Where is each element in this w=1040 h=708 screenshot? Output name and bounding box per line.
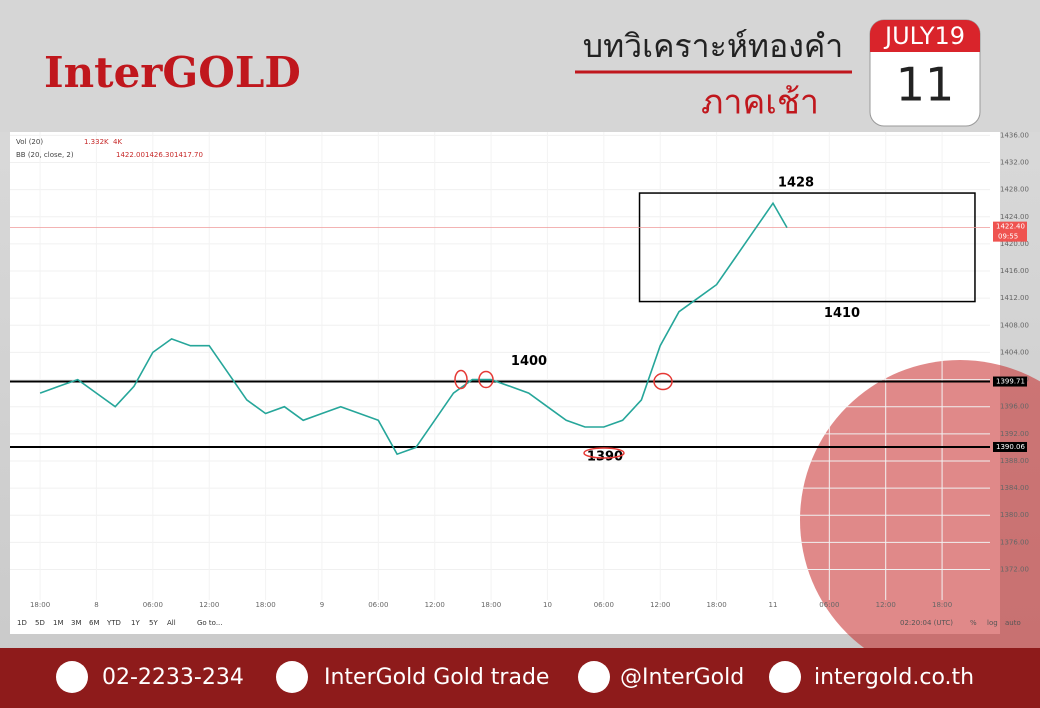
y-tick-label: 1408.00	[1000, 321, 1029, 329]
globe	[800, 360, 1040, 680]
toolbar-button[interactable]: 1M	[53, 619, 64, 627]
toolbar-button[interactable]: 1Y	[131, 619, 140, 627]
phone-icon	[56, 661, 88, 693]
calendar-top	[870, 20, 980, 52]
toolbar-button[interactable]: 3M	[71, 619, 82, 627]
annotation: 1410	[824, 306, 860, 321]
highlight-circle	[653, 372, 673, 391]
indicator-value: 1.332K	[84, 138, 109, 146]
toolbar-button[interactable]: 5D	[35, 619, 45, 627]
toolbar-button[interactable]: Go to...	[197, 619, 223, 627]
price-tag	[993, 221, 1027, 242]
x-tick-label: 06:00	[143, 601, 163, 609]
subtitle: ภาคเช้า	[701, 83, 819, 123]
web-icon	[769, 661, 801, 693]
indicator-value: 4K	[113, 138, 122, 146]
countdown: 09:55	[998, 233, 1018, 241]
calendar-day: 11	[896, 58, 955, 112]
highlight-circle	[583, 447, 625, 459]
x-tick-label: 18:00	[255, 601, 275, 609]
indicator-name: Vol (20)	[16, 138, 43, 146]
annotation: 1390	[587, 449, 623, 464]
facebook-icon	[276, 661, 308, 693]
x-tick-label: 18:00	[481, 601, 501, 609]
footer-bg	[0, 648, 1040, 708]
indicator-name: BB (20, close, 2)	[16, 151, 74, 159]
highlight-circle	[454, 369, 468, 390]
y-tick-label: 1424.00	[1000, 213, 1029, 221]
x-tick-label: 8	[94, 601, 98, 609]
header-bg	[0, 0, 1040, 132]
x-tick-label: 12:00	[650, 601, 670, 609]
annotation: 1428	[778, 176, 814, 191]
indicator-value: 1422.00	[116, 151, 145, 159]
y-tick-label: 1392.00	[1000, 430, 1029, 438]
title: บทวิเคราะห์ทองคำ	[583, 27, 843, 65]
highlight-circle	[478, 370, 494, 389]
x-tick-label: 12:00	[876, 601, 896, 609]
y-tick-label: 1380.00	[1000, 511, 1029, 519]
x-tick-label: 06:00	[594, 601, 614, 609]
y-tick-label: 1412.00	[1000, 294, 1029, 302]
toolbar-button[interactable]: 5Y	[149, 619, 158, 627]
price-line-series	[39, 201, 788, 456]
footer-facebook: InterGold Gold trade	[324, 665, 549, 690]
y-tick-label: 1436.00	[1000, 131, 1029, 139]
level-tag	[993, 441, 1027, 452]
price-label: 1422.40	[996, 223, 1025, 231]
x-tick-label: 18:00	[30, 601, 50, 609]
x-tick-label: 12:00	[425, 601, 445, 609]
x-tick-label: 06:00	[368, 601, 388, 609]
level-label: 1399.71	[996, 378, 1025, 386]
x-tick-label: 12:00	[199, 601, 219, 609]
y-tick-label: 1376.00	[1000, 538, 1029, 546]
footer-line: @InterGold	[620, 665, 744, 690]
annotation: 1400	[511, 354, 547, 369]
toolbar-button[interactable]: All	[167, 619, 176, 627]
y-tick-label: 1416.00	[1000, 267, 1029, 275]
footer-website: intergold.co.th	[814, 665, 974, 690]
toolbar-button[interactable]: YTD	[106, 619, 121, 627]
x-tick-label: 9	[320, 601, 324, 609]
target-box	[638, 192, 976, 303]
y-tick-label: 1432.00	[1000, 159, 1029, 167]
status-text: auto	[1005, 619, 1021, 627]
x-tick-label: 06:00	[819, 601, 839, 609]
y-tick-label: 1388.00	[1000, 457, 1029, 465]
logo: InterGOLD	[44, 48, 301, 97]
indicator-value: 1417.70	[174, 151, 203, 159]
x-tick-label: 10	[543, 601, 552, 609]
status-text: 02:20:04 (UTC)	[900, 619, 953, 627]
y-tick-label: 1404.00	[1000, 348, 1029, 356]
toolbar-button[interactable]: 6M	[89, 619, 100, 627]
x-tick-label: 18:00	[932, 601, 952, 609]
y-tick-label: 1428.00	[1000, 186, 1029, 194]
line-icon	[578, 661, 610, 693]
toolbar-button[interactable]: 1D	[17, 619, 27, 627]
x-tick-label: 18:00	[706, 601, 726, 609]
level-tag	[993, 376, 1027, 387]
x-tick-label: 11	[768, 601, 777, 609]
y-tick-label: 1372.00	[1000, 565, 1029, 573]
status-text: %	[970, 619, 977, 627]
footer-phone: 02-2233-234	[102, 665, 244, 690]
y-tick-label: 1420.00	[1000, 240, 1029, 248]
calendar-month: JULY19	[883, 22, 965, 50]
y-tick-label: 1384.00	[1000, 484, 1029, 492]
y-tick-label: 1396.00	[1000, 403, 1029, 411]
level-label: 1390.06	[996, 443, 1025, 451]
status-text: log	[987, 619, 998, 627]
indicator-value: 1426.30	[145, 151, 174, 159]
